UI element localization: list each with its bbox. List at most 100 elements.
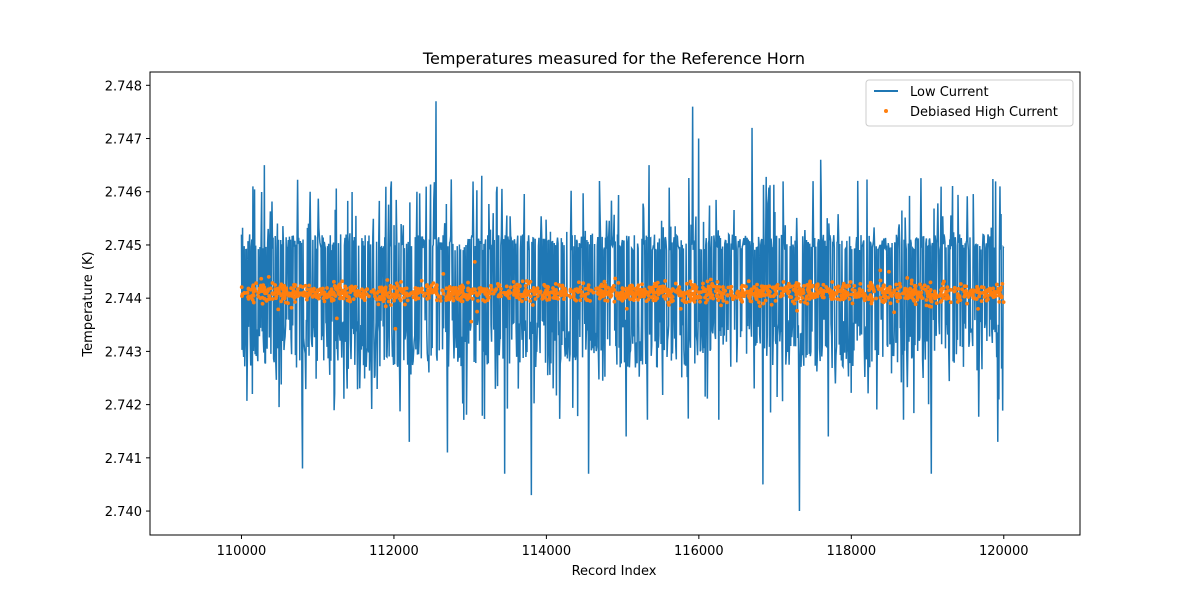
scatter-point (934, 295, 939, 300)
scatter-point (847, 297, 852, 301)
scatter-point (999, 294, 1004, 299)
scatter-point (270, 297, 275, 301)
scatter-point (707, 292, 712, 297)
scatter-point (717, 285, 722, 289)
scatter-point (804, 297, 809, 301)
scatter-point (772, 293, 777, 297)
scatter-point (239, 285, 244, 289)
scatter-point (266, 275, 271, 279)
x-tick-label: 118000 (826, 544, 876, 559)
scatter-point (878, 278, 883, 283)
scatter-point (454, 295, 459, 300)
scatter-point (888, 301, 893, 306)
scatter-point (330, 292, 335, 296)
scatter-point (821, 295, 826, 300)
scatter-point (475, 309, 480, 314)
scatter-point (883, 298, 888, 303)
scatter-point (794, 284, 799, 289)
scatter-point (542, 282, 547, 287)
scatter-point (801, 290, 805, 294)
scatter-point (493, 287, 498, 292)
scatter-point (461, 285, 466, 289)
scatter-point (754, 297, 759, 302)
scatter-point (787, 285, 792, 289)
scatter-point (562, 291, 567, 296)
scatter-point (703, 287, 708, 292)
scatter-point (570, 289, 574, 294)
scatter-point (646, 293, 651, 298)
scatter-point (759, 288, 764, 293)
scatter-point (651, 294, 656, 299)
scatter-point (383, 304, 388, 309)
scatter-point (895, 299, 900, 304)
scatter-point (314, 295, 319, 300)
scatter-point (562, 297, 566, 301)
legend-frame (865, 79, 1074, 127)
scatter-point (902, 290, 907, 295)
scatter-point (586, 287, 591, 292)
scatter-point (763, 298, 768, 303)
scatter-point (351, 297, 356, 302)
scatter-point (746, 279, 751, 284)
scatter-point (908, 286, 913, 291)
scatter-point (991, 295, 996, 300)
scatter-point (636, 287, 641, 292)
scatter-point (984, 298, 989, 303)
legend-label-low-current: Low Current (910, 85, 989, 100)
scatter-point (744, 284, 748, 289)
scatter-point (880, 287, 884, 292)
scatter-point (447, 287, 451, 292)
scatter-point (385, 278, 390, 282)
scatter-point (533, 297, 538, 301)
x-tick-label: 114000 (522, 544, 572, 559)
scatter-point (980, 291, 985, 295)
scatter-point (373, 294, 377, 299)
scatter-point (710, 283, 714, 288)
scatter-point (266, 287, 271, 292)
scatter-point (405, 298, 410, 303)
scatter-point (362, 298, 367, 303)
scatter-point (264, 291, 269, 296)
scatter-point (262, 288, 267, 292)
axes: 110000 112000 114000 116000 118000 120000 2.74… (105, 71, 1081, 559)
scatter-point (897, 281, 902, 286)
x-tick-label: 112000 (369, 544, 419, 559)
scatter-point (810, 283, 815, 288)
scatter-point (394, 281, 399, 286)
scatter-point (560, 283, 565, 288)
scatter-point (883, 289, 888, 293)
scatter-point (454, 286, 458, 290)
scatter-point (483, 292, 488, 296)
scatter-point (721, 298, 726, 303)
scatter-point (559, 292, 563, 297)
scatter-point (753, 290, 758, 295)
scatter-point (866, 297, 871, 302)
scatter-point (512, 293, 516, 297)
scatter-point (717, 290, 722, 295)
y-tick-label: 2.748 (105, 79, 142, 94)
scatter-point (740, 289, 745, 294)
scatter-point (898, 295, 903, 300)
scatter-point (553, 282, 558, 286)
scatter-point (696, 295, 700, 300)
scatter-point (279, 293, 284, 298)
scatter-point (703, 295, 707, 300)
scatter-point (898, 284, 903, 289)
scatter-point (342, 291, 347, 296)
scatter-point (496, 284, 501, 288)
scatter-point (392, 298, 396, 303)
scatter-point (977, 294, 982, 299)
x-tick-label: 110000 (217, 544, 267, 559)
scatter-point (755, 282, 759, 287)
scatter-point (465, 297, 470, 302)
scatter-point (895, 287, 900, 291)
scatter-point (334, 316, 339, 321)
scatter-point (740, 283, 745, 288)
scatter-point (836, 284, 841, 289)
scatter-point (597, 296, 602, 301)
scatter-point (843, 289, 848, 294)
scatter-point (726, 285, 731, 290)
scatter-point (910, 295, 914, 300)
scatter-point (830, 280, 835, 284)
scatter-point (800, 296, 805, 300)
